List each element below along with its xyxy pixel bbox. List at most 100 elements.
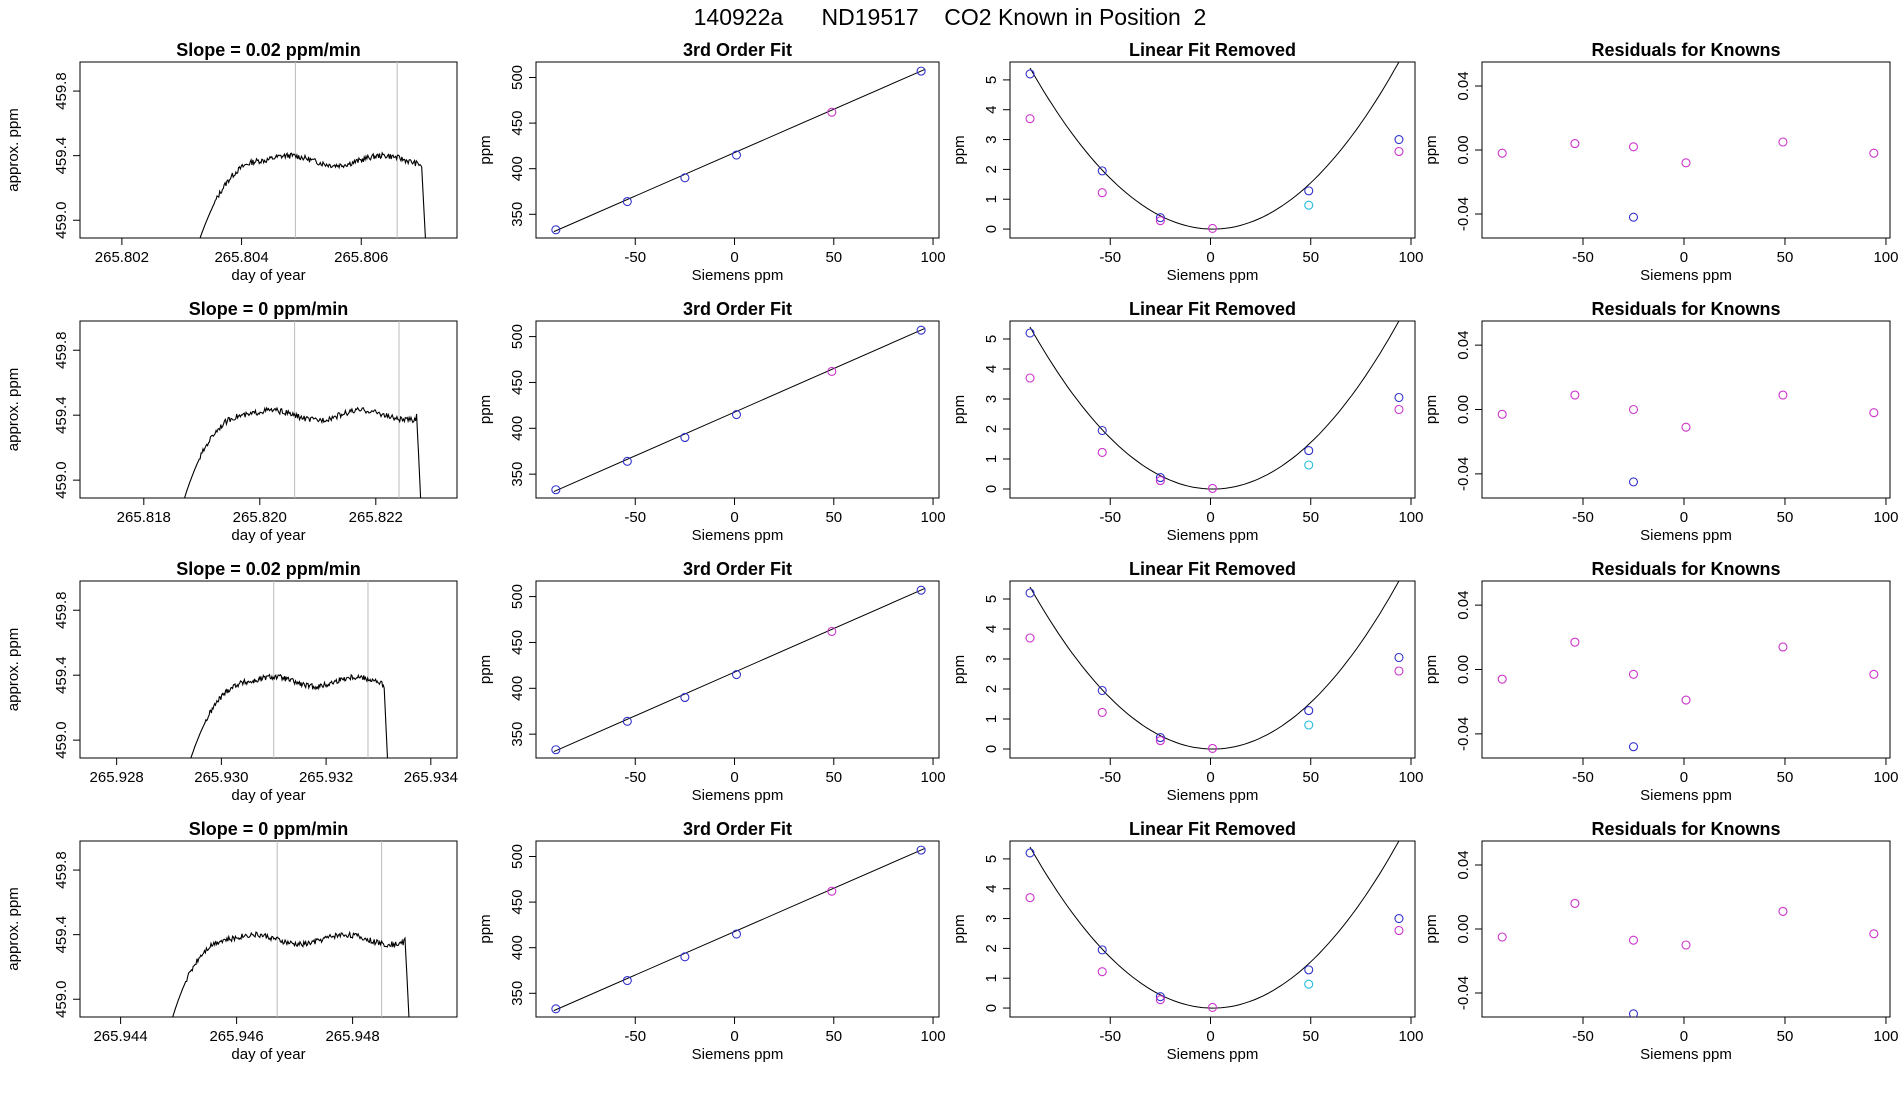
data-point xyxy=(1628,404,1639,415)
y-tick-label: -0.04 xyxy=(1455,976,1472,1010)
chart-panel-9: Slope = 0.02 ppm/min 265.928 265.930 265.93… xyxy=(5,559,458,804)
chart-panel-1: Slope = 0.02 ppm/min 265.802 265.804 265.80… xyxy=(5,40,458,284)
data-point xyxy=(1497,409,1507,419)
data-point xyxy=(916,66,926,76)
data-point xyxy=(1497,148,1507,158)
y-tick-label: 459.0 xyxy=(53,980,70,1018)
x-tick-label: 265.934 xyxy=(404,769,458,786)
plot-area xyxy=(1025,321,1404,493)
data-point xyxy=(1025,328,1035,338)
y-tick-label: 4 xyxy=(983,625,1000,633)
y-tick-label: 459.4 xyxy=(53,916,70,954)
x-tick-label: 100 xyxy=(1398,249,1423,266)
data-point xyxy=(1304,720,1314,730)
x-tick-label: -50 xyxy=(1572,249,1594,266)
plot-frame xyxy=(1481,320,1891,499)
fit-curve xyxy=(1029,321,1400,490)
y-tick-label: 0.04 xyxy=(1455,591,1472,620)
plot-frame xyxy=(79,580,458,759)
x-tick-label: 265.932 xyxy=(299,769,353,786)
data-point xyxy=(1304,200,1314,210)
x-tick-label: 100 xyxy=(1398,769,1423,786)
y-tick-label: 1 xyxy=(983,974,1000,982)
fit-line xyxy=(553,327,926,493)
data-point xyxy=(551,225,561,235)
y-tick-label: 5 xyxy=(983,335,1000,343)
chart-title: Linear Fit Removed xyxy=(1129,299,1296,319)
data-point xyxy=(1304,706,1314,716)
page-title: 140922a ND19517 CO2 Known in Position 2 xyxy=(693,4,1207,30)
y-axis-label: ppm xyxy=(477,914,494,943)
x-tick-label: 0 xyxy=(1206,769,1214,786)
chart-panel-6: 3rd Order Fit -50 0 50 100 Siemens ppm 350 400 4… xyxy=(477,299,946,544)
plot-area xyxy=(1497,898,1879,1017)
x-tick-label: 50 xyxy=(1302,1028,1319,1045)
x-tick-label: -50 xyxy=(1572,1028,1594,1045)
y-axis-label: approx. ppm xyxy=(5,108,22,191)
data-point xyxy=(916,325,926,335)
data-point xyxy=(1304,186,1314,196)
data-point xyxy=(1497,674,1507,684)
x-tick-label: 50 xyxy=(1777,509,1794,526)
data-point xyxy=(1155,736,1165,746)
x-tick-label: 100 xyxy=(1873,1028,1898,1045)
data-point xyxy=(731,409,742,420)
data-point xyxy=(1207,1002,1218,1013)
y-tick-label: 3 xyxy=(983,395,1000,403)
data-point xyxy=(1681,158,1691,168)
y-tick-label: 0.04 xyxy=(1455,71,1472,100)
y-tick-label: 400 xyxy=(509,935,526,960)
y-tick-label: 400 xyxy=(509,416,526,441)
y-tick-label: 350 xyxy=(509,981,526,1006)
data-point xyxy=(1304,979,1314,989)
x-axis-label: Siemens ppm xyxy=(692,527,784,544)
data-point xyxy=(1394,914,1404,924)
data-point xyxy=(1155,476,1165,486)
plot-area xyxy=(551,845,926,1014)
x-tick-label: 265.822 xyxy=(349,509,403,526)
data-point xyxy=(1394,652,1404,663)
data-point xyxy=(1304,965,1314,975)
y-tick-label: 2 xyxy=(983,944,1000,952)
y-tick-label: 450 xyxy=(509,890,526,915)
data-point xyxy=(680,432,690,443)
data-point xyxy=(1025,848,1035,858)
x-tick-label: 0 xyxy=(1206,1028,1214,1045)
data-point xyxy=(680,692,690,703)
y-tick-label: 0.04 xyxy=(1455,331,1472,360)
plot-area xyxy=(190,581,389,758)
x-tick-label: 0 xyxy=(730,1028,738,1045)
plot-area xyxy=(551,585,926,755)
plot-frame xyxy=(79,320,458,499)
chart-panel-10: 3rd Order Fit -50 0 50 100 Siemens ppm 350 400 4… xyxy=(477,559,946,804)
data-point xyxy=(1628,742,1639,752)
x-tick-label: 100 xyxy=(1873,769,1898,786)
x-tick-label: 50 xyxy=(1777,1028,1794,1045)
data-point xyxy=(680,952,690,962)
x-tick-label: 0 xyxy=(1206,249,1214,266)
plot-area xyxy=(1497,137,1879,222)
x-tick-label: -50 xyxy=(624,509,646,526)
x-tick-label: 265.946 xyxy=(209,1028,263,1045)
data-point xyxy=(1304,446,1314,456)
plot-frame xyxy=(1009,61,1416,239)
y-tick-label: 4 xyxy=(983,885,1000,893)
data-point xyxy=(1778,390,1788,400)
x-axis-label: Siemens ppm xyxy=(692,787,784,804)
chart-title: 3rd Order Fit xyxy=(683,40,792,60)
data-point xyxy=(1869,148,1879,158)
x-tick-label: -50 xyxy=(624,769,646,786)
data-point xyxy=(1025,893,1035,903)
chart-panel-5: Slope = 0 ppm/min 265.818 265.820 265.822 da… xyxy=(5,299,458,544)
x-tick-label: 265.928 xyxy=(90,769,144,786)
x-tick-label: 265.802 xyxy=(95,249,149,266)
fit-curve xyxy=(1029,841,1400,1009)
data-point xyxy=(1394,135,1404,145)
ppm-trace xyxy=(199,151,426,238)
x-tick-label: 0 xyxy=(1680,1028,1688,1045)
x-tick-label: 100 xyxy=(921,249,946,266)
x-axis-label: Siemens ppm xyxy=(692,1046,784,1063)
x-axis-label: Siemens ppm xyxy=(1640,787,1732,804)
data-point xyxy=(1570,390,1580,400)
